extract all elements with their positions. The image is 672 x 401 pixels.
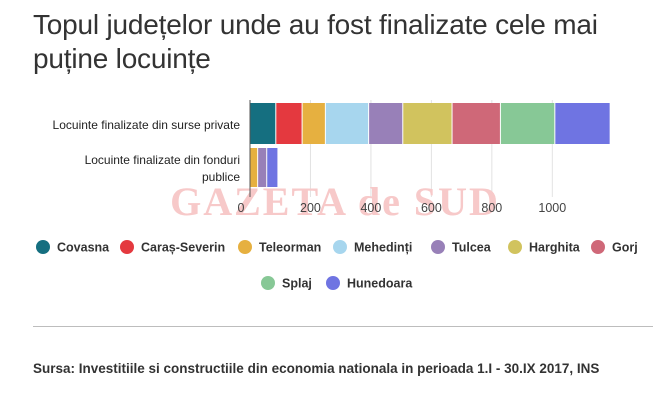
legend-swatch-Gorj <box>591 240 605 254</box>
legend-swatch-Tulcea <box>431 240 445 254</box>
tick-label-800: 800 <box>481 201 502 215</box>
legend-swatch-Splaj <box>261 276 275 290</box>
legend-swatch-Hunedoara <box>326 276 340 290</box>
tick-label-600: 600 <box>421 201 442 215</box>
chart-title: Topul județelor unde au fost finalizate … <box>33 9 598 74</box>
source-note: Sursa: Investitiile si constructiile din… <box>33 361 600 376</box>
bar-0-Caraș-Severin <box>276 103 302 144</box>
legend-label-Teleorman: Teleorman <box>259 241 321 255</box>
chart: GAZETA de SUD Locuinte finalizate din su… <box>36 100 638 291</box>
bar-0-Hunedoara <box>555 103 610 144</box>
bar-0-Teleorman <box>302 103 325 144</box>
bar-0-Harghita <box>403 103 452 144</box>
tick-label-200: 200 <box>300 201 321 215</box>
legend-swatch-Mehedinți <box>333 240 347 254</box>
legend-swatch-Covasna <box>36 240 50 254</box>
legend-label-Covasna: Covasna <box>57 241 110 255</box>
bar-1-Hunedoara <box>267 148 278 187</box>
bar-0-Covasna <box>250 103 276 144</box>
bar-0-Gorj <box>452 103 500 144</box>
category-label-1: Locuinte finalizate din fonduri publice <box>85 153 241 184</box>
watermark: GAZETA de SUD <box>170 179 500 224</box>
tick-label-0: 0 <box>238 201 245 215</box>
legend-label-Hunedoara: Hunedoara <box>347 277 413 291</box>
divider <box>33 326 653 327</box>
bar-0-Tulcea <box>369 103 403 144</box>
bar-1-Teleorman <box>250 148 258 187</box>
category-label-1-line-2: publice <box>202 170 240 184</box>
legend-swatch-Harghita <box>508 240 522 254</box>
category-labels: Locuinte finalizate din surse private Loc… <box>53 118 241 184</box>
category-label-0: Locuinte finalizate din surse private <box>53 118 241 132</box>
legend-label-Mehedinți: Mehedinți <box>354 241 412 255</box>
legend-swatch-Teleorman <box>238 240 252 254</box>
legend-label-Splaj: Splaj <box>282 277 312 291</box>
bars <box>250 103 610 187</box>
tick-label-1000: 1000 <box>538 201 566 215</box>
legend-swatch-Caraș-Severin <box>120 240 134 254</box>
bar-1-Tulcea <box>258 148 267 187</box>
bar-0-Splaj <box>500 103 555 144</box>
category-label-1-line-1: Locuinte finalizate din fonduri <box>85 153 240 167</box>
legend-label-Harghita: Harghita <box>529 241 581 255</box>
bar-0-Mehedinți <box>325 103 369 144</box>
legend-label-Caraș-Severin: Caraș-Severin <box>141 241 225 255</box>
tick-label-400: 400 <box>360 201 381 215</box>
x-tick-labels: 0 200 400 600 800 1000 <box>238 201 567 215</box>
legend-label-Tulcea: Tulcea <box>452 241 492 255</box>
legend-label-Gorj: Gorj <box>612 241 638 255</box>
legend: Covasna Caraș-Severin Teleorman Mehedinți Tu… <box>36 240 638 291</box>
